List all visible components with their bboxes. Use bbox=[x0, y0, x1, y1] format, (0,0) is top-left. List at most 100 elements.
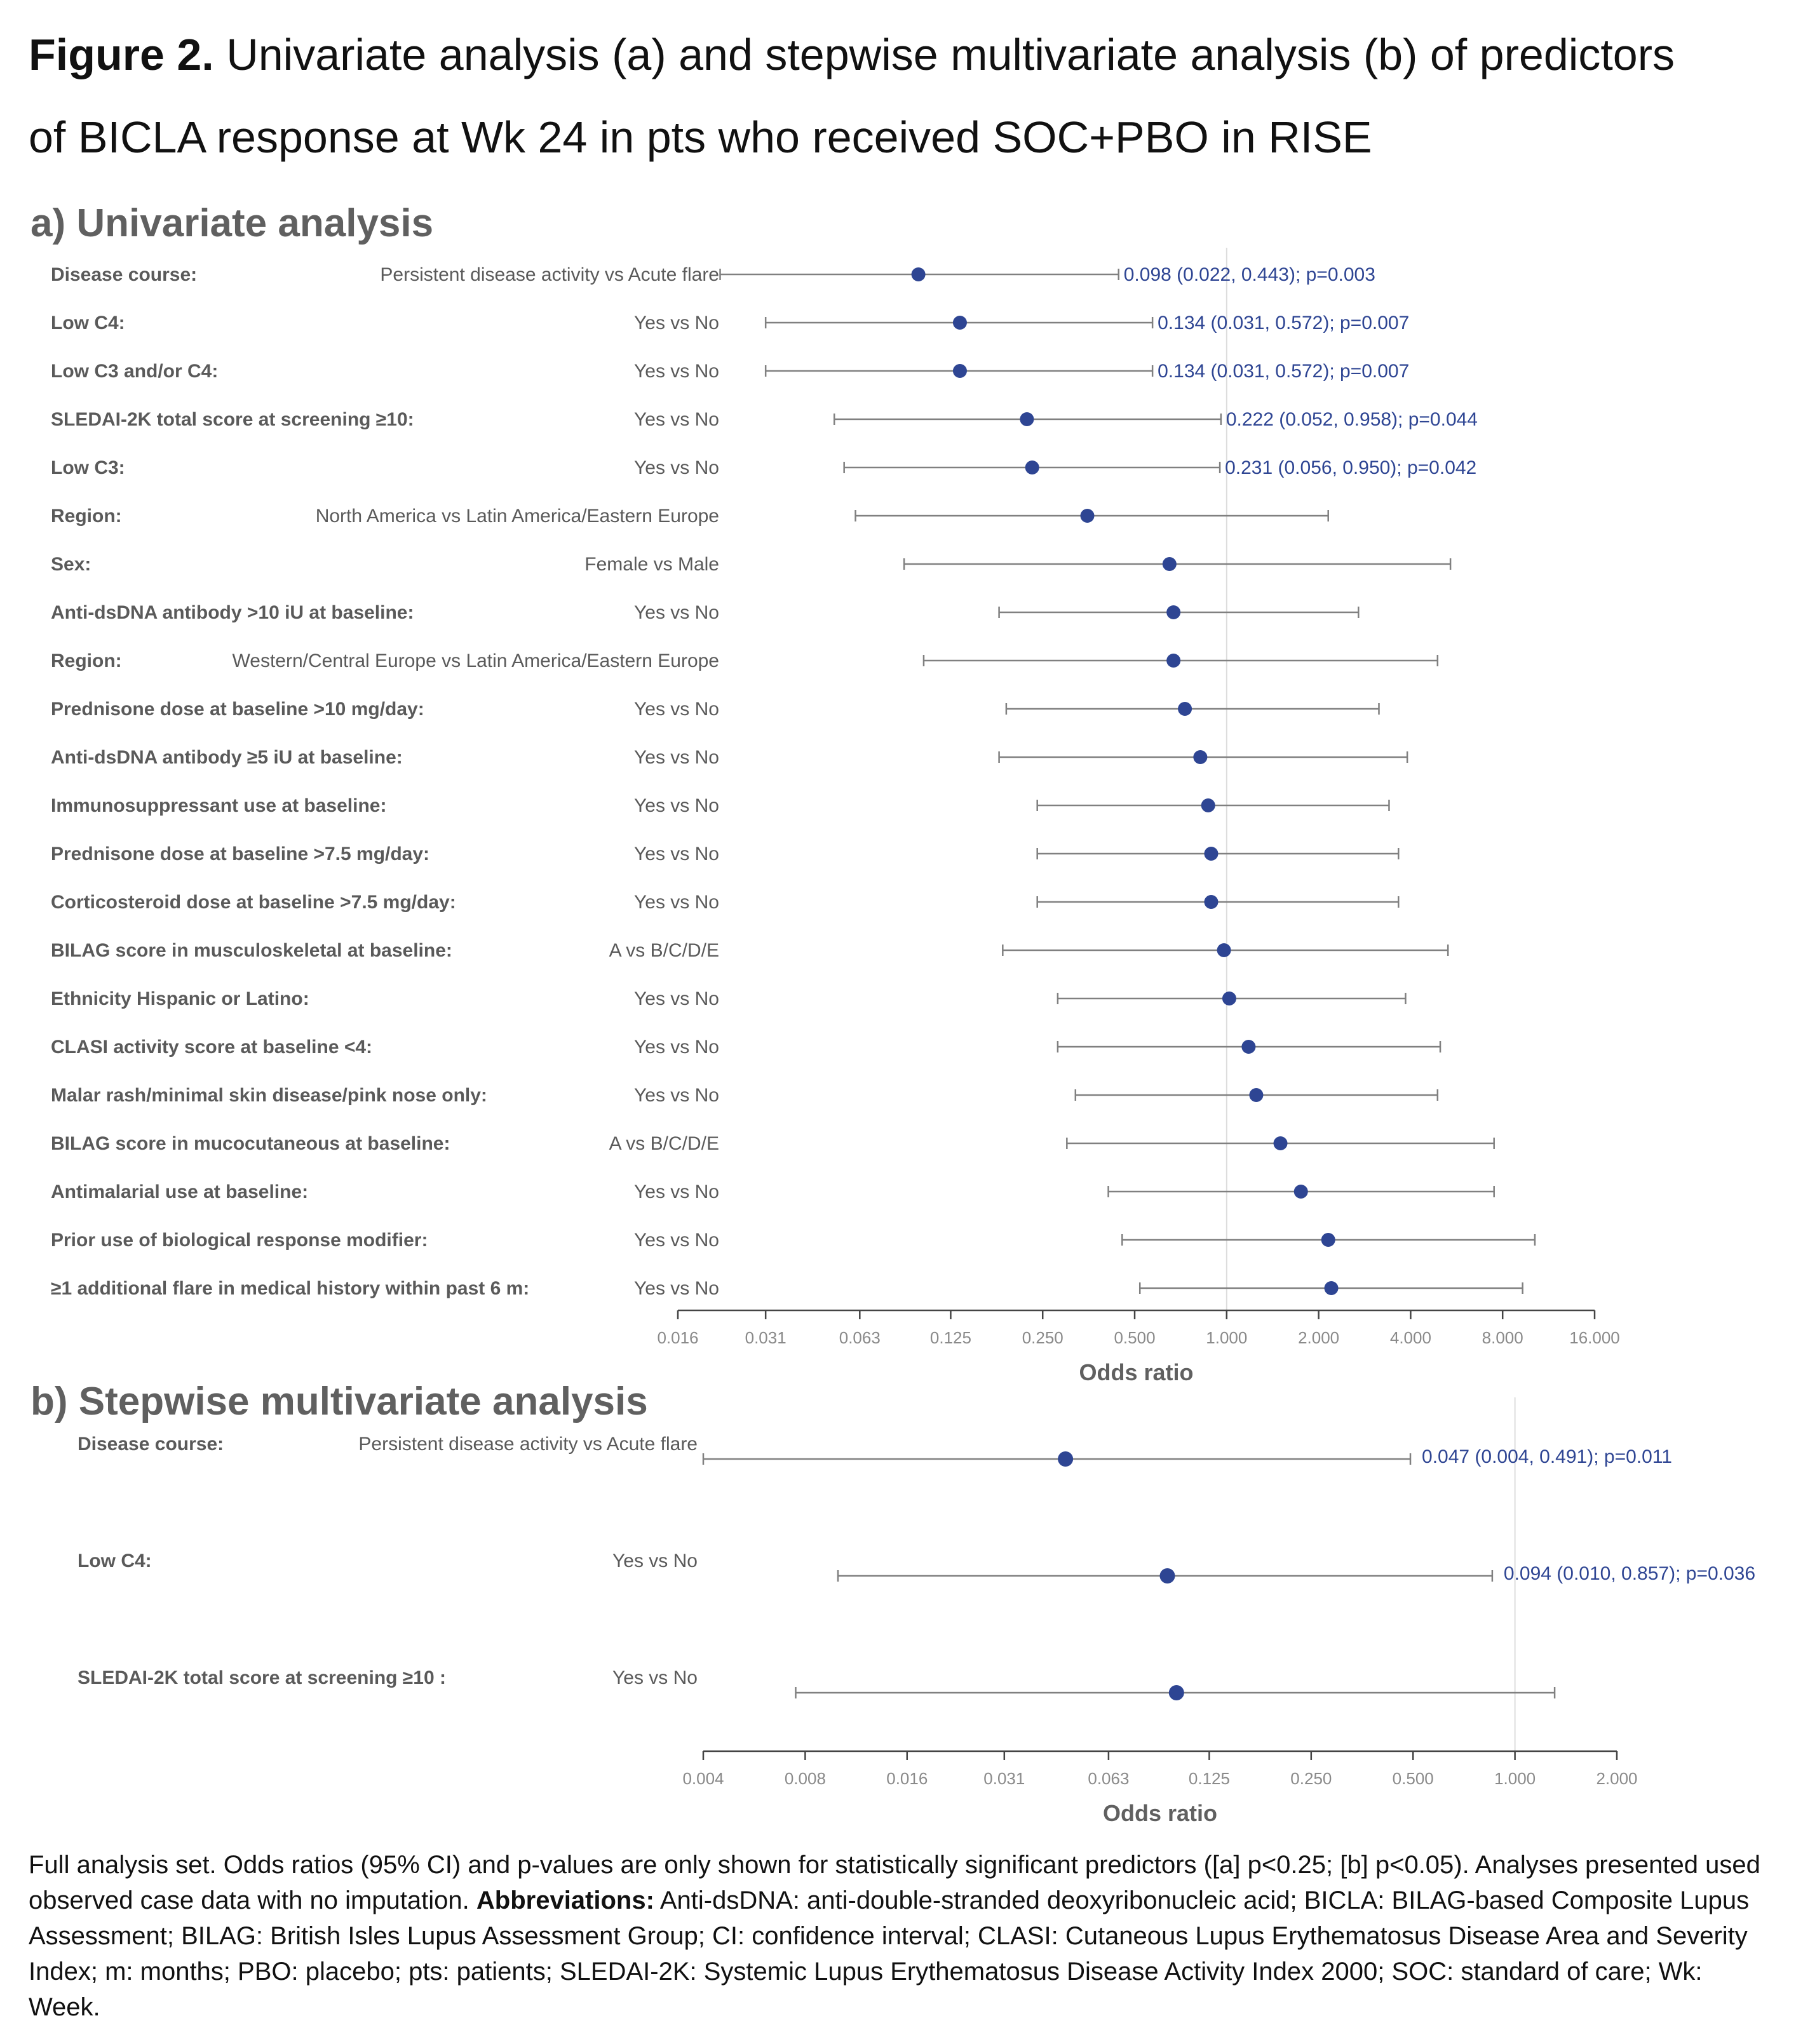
x-tick-label: 0.125 bbox=[1189, 1769, 1230, 1788]
row-comparison-label: Yes vs No bbox=[634, 1278, 719, 1299]
row-variable-label: Malar rash/minimal skin disease/pink nos… bbox=[51, 1085, 487, 1106]
odds-ratio-point bbox=[1217, 943, 1231, 957]
row-comparison-label: Persistent disease activity vs Acute fla… bbox=[358, 1434, 698, 1455]
row-variable-label: Immunosuppressant use at baseline: bbox=[51, 795, 386, 816]
row-comparison-label: Yes vs No bbox=[634, 1230, 719, 1251]
x-tick-label: 1.000 bbox=[1494, 1769, 1536, 1788]
row-variable-label: Sex: bbox=[51, 554, 91, 575]
x-tick-label: 1.000 bbox=[1206, 1328, 1247, 1347]
row-comparison-label: Yes vs No bbox=[634, 988, 719, 1009]
row-variable-label: Region: bbox=[51, 650, 122, 671]
odds-ratio-point bbox=[952, 364, 967, 378]
odds-ratio-point bbox=[1321, 1233, 1335, 1247]
row-variable-label: Low C3 and/or C4: bbox=[51, 361, 218, 382]
row-comparison-label: North America vs Latin America/Eastern E… bbox=[316, 506, 719, 527]
odds-ratio-point bbox=[1166, 605, 1181, 619]
row-comparison-label: Female vs Male bbox=[584, 554, 719, 575]
row-comparison-label: Yes vs No bbox=[634, 1085, 719, 1106]
row-comparison-label: Yes vs No bbox=[612, 1550, 698, 1571]
or-ci-annotation: 0.098 (0.022, 0.443); p=0.003 bbox=[1124, 264, 1375, 285]
row-variable-label: CLASI activity score at baseline <4: bbox=[51, 1037, 372, 1058]
x-tick-label: 0.125 bbox=[930, 1328, 971, 1347]
or-ci-annotation: 0.134 (0.031, 0.572); p=0.007 bbox=[1158, 361, 1409, 382]
figure-title-line1: Figure 2. Univariate analysis (a) and st… bbox=[29, 30, 1675, 79]
figure-title-text: Univariate analysis (a) and stepwise mul… bbox=[226, 30, 1675, 79]
row-comparison-label: Yes vs No bbox=[634, 892, 719, 913]
x-tick-label: 16.000 bbox=[1569, 1328, 1620, 1347]
odds-ratio-point bbox=[1204, 847, 1219, 861]
odds-ratio-point bbox=[1193, 750, 1208, 764]
x-tick-label: 2.000 bbox=[1596, 1769, 1637, 1788]
footnote-text-1: Full analysis set. Odds ratios (95% CI) … bbox=[29, 1851, 1760, 1914]
row-comparison-label: Yes vs No bbox=[634, 747, 719, 768]
row-variable-label: Low C3: bbox=[51, 457, 125, 478]
x-tick-label: 0.500 bbox=[1393, 1769, 1434, 1788]
odds-ratio-point bbox=[1058, 1451, 1074, 1467]
odds-ratio-point bbox=[1324, 1281, 1339, 1295]
row-variable-label: ≥1 additional flare in medical history w… bbox=[51, 1278, 529, 1299]
panel-heading: b) Stepwise multivariate analysis bbox=[30, 1380, 648, 1423]
x-tick-label: 0.063 bbox=[1088, 1769, 1129, 1788]
row-comparison-label: A vs B/C/D/E bbox=[609, 1133, 719, 1154]
odds-ratio-point bbox=[1249, 1088, 1264, 1102]
x-tick-label: 0.031 bbox=[745, 1328, 787, 1347]
row-comparison-label: Western/Central Europe vs Latin America/… bbox=[233, 650, 720, 671]
or-ci-annotation: 0.231 (0.056, 0.950); p=0.042 bbox=[1225, 457, 1476, 478]
panel-heading: a) Univariate analysis bbox=[30, 201, 433, 245]
row-comparison-label: Yes vs No bbox=[634, 1037, 719, 1058]
or-ci-annotation: 0.094 (0.010, 0.857); p=0.036 bbox=[1504, 1563, 1755, 1584]
x-tick-label: 0.016 bbox=[886, 1769, 928, 1788]
row-variable-label: Corticosteroid dose at baseline >7.5 mg/… bbox=[51, 892, 456, 913]
row-comparison-label: Yes vs No bbox=[634, 1181, 719, 1202]
or-ci-annotation: 0.047 (0.004, 0.491); p=0.011 bbox=[1422, 1446, 1672, 1467]
odds-ratio-point bbox=[1025, 461, 1039, 474]
row-variable-label: Ethnicity Hispanic or Latino: bbox=[51, 988, 309, 1009]
x-tick-label: 8.000 bbox=[1482, 1328, 1523, 1347]
row-comparison-label: Yes vs No bbox=[634, 313, 719, 333]
odds-ratio-point bbox=[1080, 509, 1095, 523]
row-variable-label: Low C4: bbox=[51, 313, 125, 333]
x-tick-label: 0.500 bbox=[1114, 1328, 1155, 1347]
footnote-abbrev-label: Abbreviations: bbox=[476, 1886, 654, 1914]
row-variable-label: Region: bbox=[51, 506, 122, 527]
x-tick-label: 0.016 bbox=[657, 1328, 698, 1347]
row-variable-label: Disease course: bbox=[51, 264, 197, 285]
row-comparison-label: Yes vs No bbox=[634, 699, 719, 720]
odds-ratio-point bbox=[1241, 1040, 1256, 1054]
odds-ratio-point bbox=[1204, 895, 1219, 909]
row-variable-label: Anti-dsDNA antibody >10 iU at baseline: bbox=[51, 602, 414, 623]
row-comparison-label: Yes vs No bbox=[612, 1667, 698, 1688]
row-variable-label: SLEDAI-2K total score at screening ≥10 : bbox=[78, 1667, 446, 1688]
odds-ratio-point bbox=[1159, 1568, 1175, 1583]
odds-ratio-point bbox=[1020, 412, 1034, 426]
figure-canvas: Figure 2. Univariate analysis (a) and st… bbox=[29, 30, 1755, 1826]
odds-ratio-point bbox=[1273, 1136, 1288, 1150]
x-tick-label: 4.000 bbox=[1390, 1328, 1431, 1347]
row-comparison-label: Yes vs No bbox=[634, 844, 719, 864]
row-variable-label: BILAG score in musculoskeletal at baseli… bbox=[51, 940, 452, 961]
x-axis-label: Odds ratio bbox=[1079, 1359, 1193, 1385]
or-ci-annotation: 0.222 (0.052, 0.958); p=0.044 bbox=[1226, 409, 1478, 430]
row-comparison-label: A vs B/C/D/E bbox=[609, 940, 719, 961]
row-comparison-label: Yes vs No bbox=[634, 602, 719, 623]
row-variable-label: Prednisone dose at baseline >7.5 mg/day: bbox=[51, 844, 429, 864]
or-ci-annotation: 0.134 (0.031, 0.572); p=0.007 bbox=[1158, 313, 1409, 333]
row-variable-label: Prednisone dose at baseline >10 mg/day: bbox=[51, 699, 424, 720]
x-tick-label: 0.063 bbox=[839, 1328, 881, 1347]
row-variable-label: Disease course: bbox=[78, 1434, 224, 1455]
x-tick-label: 0.250 bbox=[1022, 1328, 1063, 1347]
odds-ratio-point bbox=[1178, 702, 1192, 716]
x-tick-label: 2.000 bbox=[1298, 1328, 1339, 1347]
panel-a-univariate: a) Univariate analysis Disease course: Per… bbox=[30, 201, 1620, 1385]
odds-ratio-point bbox=[1293, 1185, 1308, 1199]
x-axis-label: Odds ratio bbox=[1103, 1800, 1217, 1826]
x-tick-label: 0.008 bbox=[785, 1769, 826, 1788]
figure-label: Figure 2. bbox=[29, 30, 214, 79]
odds-ratio-point bbox=[1201, 798, 1215, 812]
x-tick-label: 0.004 bbox=[682, 1769, 724, 1788]
row-variable-label: Prior use of biological response modifie… bbox=[51, 1230, 428, 1251]
figure-title-line2: of BICLA response at Wk 24 in pts who re… bbox=[29, 112, 1372, 162]
odds-ratio-point bbox=[1166, 654, 1181, 668]
row-variable-label: Anti-dsDNA antibody ≥5 iU at baseline: bbox=[51, 747, 403, 768]
odds-ratio-point bbox=[1222, 992, 1236, 1005]
